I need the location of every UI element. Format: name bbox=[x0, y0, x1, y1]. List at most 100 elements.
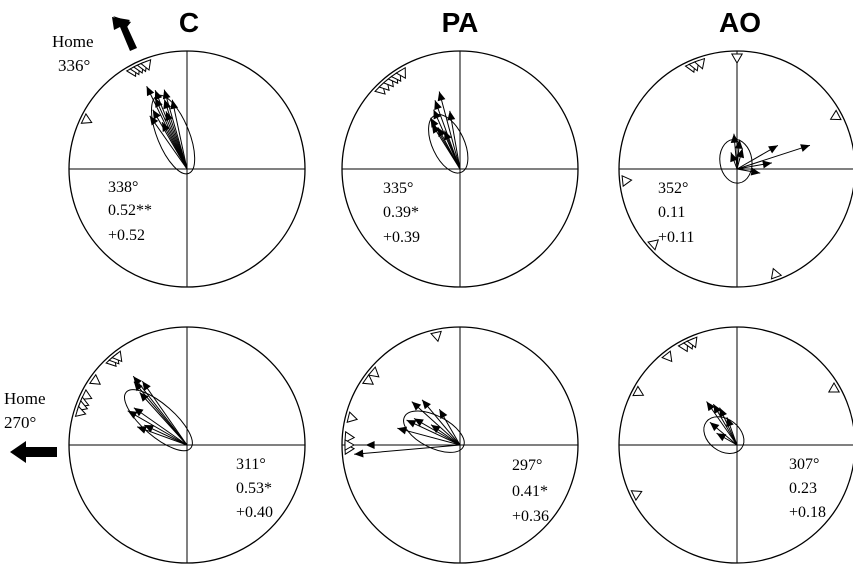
homeward-component: +0.40 bbox=[236, 504, 273, 521]
individual-bearing-triangle bbox=[111, 350, 123, 363]
arrow-head bbox=[406, 420, 417, 428]
arrow-head bbox=[730, 152, 738, 163]
individual-bearing-triangle bbox=[621, 175, 633, 188]
home-top-bearing: 336° bbox=[58, 56, 90, 75]
mean-vector-length: 0.23 bbox=[789, 480, 817, 497]
arrow-head bbox=[397, 426, 408, 435]
mean-direction: 335° bbox=[383, 180, 413, 197]
panel-stats-4: 297° 0.41* +0.36 bbox=[512, 457, 549, 525]
arrow-shaft bbox=[449, 110, 461, 170]
heading-arrow bbox=[726, 417, 738, 446]
arrow-head bbox=[162, 122, 170, 132]
arrow-shaft bbox=[354, 444, 461, 455]
heading-arrow bbox=[136, 426, 188, 446]
individual-bearing-triangle bbox=[632, 385, 645, 397]
individual-bearing-triangle bbox=[139, 58, 152, 71]
mean-vector-length: 0.52** bbox=[108, 202, 152, 219]
arrow-head bbox=[730, 133, 739, 144]
individual-bearing-triangle bbox=[730, 53, 744, 64]
arrow-head bbox=[762, 160, 772, 169]
individual-bearing-triangle bbox=[661, 350, 673, 363]
mean-vector-length: 0.53* bbox=[236, 480, 272, 497]
arrow-head bbox=[734, 139, 743, 149]
circular-diagram-0 bbox=[68, 50, 306, 288]
panels-layer bbox=[68, 50, 853, 564]
arrow-head bbox=[155, 97, 163, 108]
home-bottom-label: Home bbox=[4, 389, 46, 408]
circular-diagram-3 bbox=[68, 326, 306, 564]
arrow-head bbox=[706, 401, 715, 412]
arrow-head bbox=[137, 426, 147, 434]
arrow-head bbox=[736, 148, 745, 159]
circular-diagram-1 bbox=[341, 50, 579, 288]
arrow-head bbox=[422, 399, 431, 410]
arrow-shaft bbox=[411, 401, 461, 446]
panel-stats-3: 311° 0.53* +0.40 bbox=[236, 456, 273, 521]
panel-stats-1: 335° 0.39* +0.39 bbox=[383, 180, 420, 246]
heading-arrow bbox=[431, 123, 461, 170]
arrow-shaft bbox=[406, 419, 461, 446]
mean-vector-length: 0.41* bbox=[512, 483, 548, 500]
heading-arrow bbox=[437, 91, 461, 170]
arrow-shaft bbox=[133, 407, 188, 446]
heading-arrow bbox=[397, 426, 461, 446]
circular-diagram-2 bbox=[618, 50, 853, 288]
arrow-head bbox=[170, 99, 179, 110]
heading-arrow bbox=[730, 152, 738, 170]
individual-bearing-triangle bbox=[367, 366, 380, 378]
arrow-head bbox=[768, 145, 778, 154]
heading-arrow bbox=[354, 444, 461, 458]
panel-stats-2: 352° 0.11 +0.11 bbox=[658, 180, 694, 246]
arrow-head bbox=[431, 424, 441, 434]
individual-bearing-triangle bbox=[74, 405, 87, 418]
homeward-component: +0.11 bbox=[658, 229, 694, 246]
heading-arrow bbox=[736, 167, 761, 176]
arrow-shaft bbox=[163, 89, 188, 170]
heading-arrow bbox=[144, 424, 188, 446]
arrow-shaft bbox=[154, 97, 188, 170]
individual-bearing-triangle bbox=[693, 57, 706, 70]
heading-arrow bbox=[161, 121, 188, 170]
heading-arrow bbox=[165, 111, 188, 170]
heading-arrow bbox=[709, 421, 738, 446]
heading-arrow bbox=[406, 419, 461, 446]
heading-arrow bbox=[141, 380, 188, 446]
homeward-component: +0.52 bbox=[108, 227, 145, 244]
heading-arrow bbox=[430, 424, 461, 446]
arrow-head bbox=[716, 433, 727, 442]
arrow-head bbox=[439, 409, 448, 420]
arrow-head bbox=[146, 86, 155, 97]
arrow-head bbox=[354, 449, 364, 458]
mean-vector-length: 0.39* bbox=[383, 204, 419, 221]
arrow-head bbox=[414, 418, 424, 427]
homeward-component: +0.36 bbox=[512, 508, 549, 525]
arrow-head bbox=[726, 417, 734, 428]
heading-arrow bbox=[730, 133, 739, 170]
arrow-head bbox=[709, 422, 720, 432]
heading-arrow bbox=[438, 408, 461, 446]
column-title-pa: PA bbox=[442, 7, 479, 38]
arrow-shaft bbox=[149, 115, 188, 170]
arrow-shaft bbox=[127, 410, 188, 446]
arrow-shaft bbox=[736, 144, 811, 170]
arrow-head bbox=[713, 404, 722, 414]
heading-arrow bbox=[736, 160, 772, 170]
heading-arrow bbox=[712, 403, 738, 446]
heading-arrow bbox=[162, 89, 188, 170]
individual-bearing-triangle bbox=[346, 411, 359, 423]
arrow-head bbox=[133, 381, 143, 392]
heading-arrow bbox=[736, 144, 779, 170]
arrow-head bbox=[127, 410, 138, 419]
arrow-shaft bbox=[141, 380, 188, 446]
homeward-component: +0.39 bbox=[383, 229, 420, 246]
arrow-head bbox=[750, 167, 761, 176]
mean-direction: 307° bbox=[789, 456, 819, 473]
individual-bearing-triangle bbox=[80, 388, 93, 400]
individual-bearing-triangle bbox=[344, 438, 355, 452]
arrow-head bbox=[444, 130, 452, 141]
arrow-head bbox=[144, 425, 155, 433]
arrow-shaft bbox=[397, 427, 461, 446]
home-top-label: Home bbox=[52, 32, 94, 51]
individual-bearing-triangle bbox=[361, 373, 374, 385]
confidence-ellipse bbox=[124, 389, 193, 452]
